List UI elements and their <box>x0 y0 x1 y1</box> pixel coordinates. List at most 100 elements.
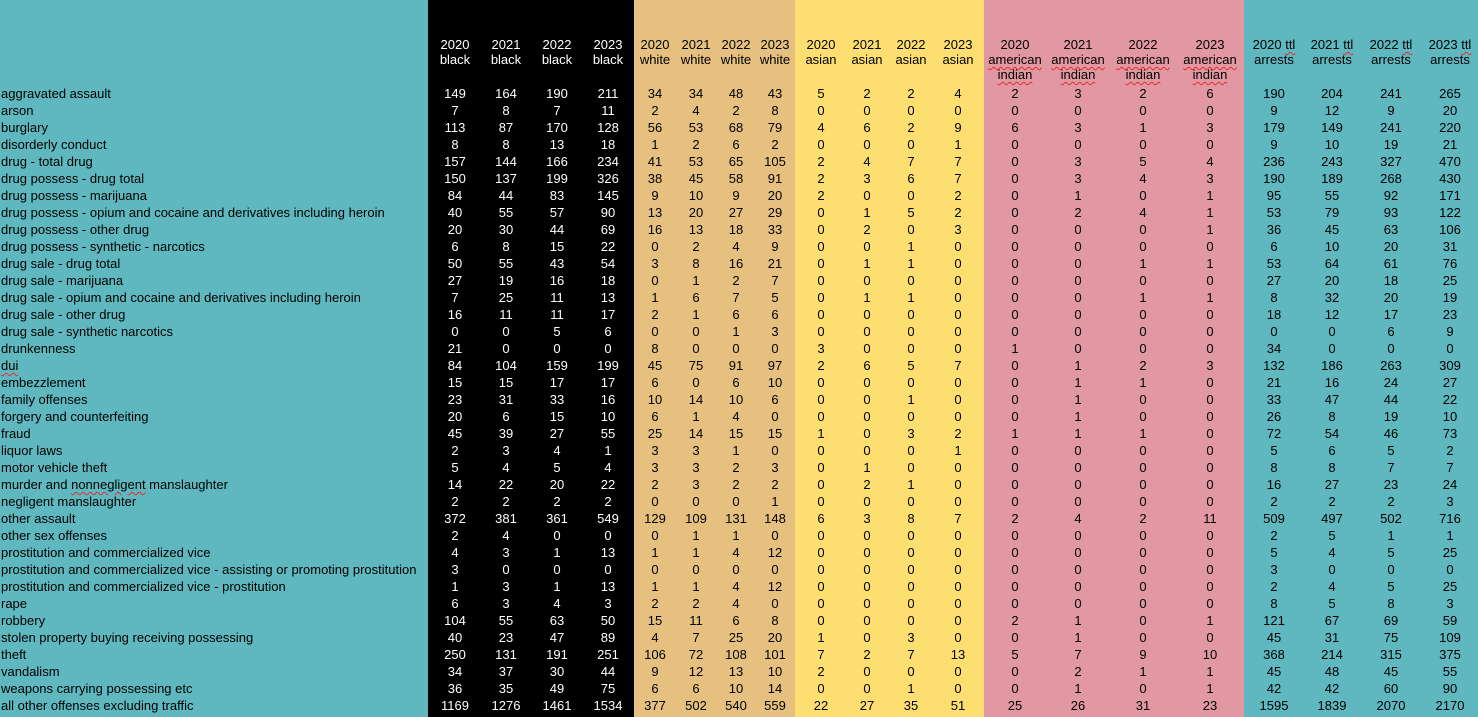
data-cell[interactable]: 0 <box>817 409 825 424</box>
data-cell[interactable]: 0 <box>1011 494 1019 509</box>
data-cell[interactable]: 0 <box>1011 528 1019 543</box>
data-cell[interactable]: 0 <box>1328 341 1336 356</box>
column-header[interactable]: 2022 white <box>696 37 776 67</box>
data-cell[interactable]: 6 <box>863 120 871 135</box>
data-cell[interactable]: 16 <box>549 273 565 288</box>
data-cell[interactable]: 309 <box>1439 358 1461 373</box>
data-cell[interactable]: 0 <box>604 528 612 543</box>
data-cell[interactable]: 21 <box>1442 137 1458 152</box>
data-cell[interactable]: 2 <box>817 171 825 186</box>
data-cell[interactable]: 53 <box>688 154 704 169</box>
data-cell[interactable]: 15 <box>728 426 744 441</box>
data-cell[interactable]: 105 <box>764 154 786 169</box>
data-cell[interactable]: 6 <box>1270 239 1278 254</box>
data-cell[interactable]: 10 <box>767 375 783 390</box>
data-cell[interactable]: 6 <box>1387 324 1395 339</box>
data-cell[interactable]: 157 <box>444 154 466 169</box>
data-cell[interactable]: 0 <box>863 494 871 509</box>
data-cell[interactable]: 10 <box>1202 647 1218 662</box>
data-cell[interactable]: 15 <box>447 375 463 390</box>
data-cell[interactable]: 0 <box>954 579 962 594</box>
data-cell[interactable]: 190 <box>1263 86 1285 101</box>
data-cell[interactable]: 17 <box>549 375 565 390</box>
data-cell[interactable]: 0 <box>1074 494 1082 509</box>
data-cell[interactable]: 0 <box>954 239 962 254</box>
offense-label[interactable]: forgery and counterfeiting <box>1 409 149 424</box>
data-cell[interactable]: 1 <box>553 579 561 594</box>
data-cell[interactable]: 2 <box>651 596 659 611</box>
data-cell[interactable]: 10 <box>767 664 783 679</box>
data-cell[interactable]: 16 <box>600 392 616 407</box>
data-cell[interactable]: 377 <box>644 698 666 713</box>
data-cell[interactable]: 0 <box>954 409 962 424</box>
data-cell[interactable]: 45 <box>647 358 663 373</box>
data-cell[interactable]: 106 <box>644 647 666 662</box>
data-cell[interactable]: 0 <box>907 324 915 339</box>
data-cell[interactable]: 0 <box>817 256 825 271</box>
data-cell[interactable]: 5 <box>553 324 561 339</box>
data-cell[interactable]: 25 <box>1007 698 1023 713</box>
data-cell[interactable]: 43 <box>767 86 783 101</box>
data-cell[interactable]: 1 <box>863 256 871 271</box>
data-cell[interactable]: 0 <box>502 341 510 356</box>
data-cell[interactable]: 1 <box>1139 426 1147 441</box>
data-cell[interactable]: 0 <box>1074 273 1082 288</box>
data-cell[interactable]: 6 <box>692 290 700 305</box>
data-cell[interactable]: 7 <box>907 647 915 662</box>
data-cell[interactable]: 559 <box>764 698 786 713</box>
data-cell[interactable]: 1 <box>1206 613 1214 628</box>
data-cell[interactable]: 1 <box>692 545 700 560</box>
offense-label[interactable]: drug sale - drug total <box>1 256 121 271</box>
data-cell[interactable]: 430 <box>1439 171 1461 186</box>
data-cell[interactable]: 470 <box>1439 154 1461 169</box>
data-cell[interactable]: 0 <box>907 528 915 543</box>
data-cell[interactable]: 0 <box>817 392 825 407</box>
data-cell[interactable]: 2 <box>1074 664 1082 679</box>
data-cell[interactable]: 7 <box>1074 647 1082 662</box>
data-cell[interactable]: 22 <box>498 477 514 492</box>
data-cell[interactable]: 236 <box>1263 154 1285 169</box>
data-cell[interactable]: 0 <box>954 256 962 271</box>
data-cell[interactable]: 0 <box>1011 375 1019 390</box>
data-cell[interactable]: 2 <box>771 477 779 492</box>
offense-label[interactable]: prostitution and commercialized vice - p… <box>1 579 286 594</box>
data-cell[interactable]: 5 <box>1387 545 1395 560</box>
data-cell[interactable]: 27 <box>859 698 875 713</box>
data-cell[interactable]: 27 <box>1324 477 1340 492</box>
data-cell[interactable]: 1 <box>1139 120 1147 135</box>
data-cell[interactable]: 1 <box>954 137 962 152</box>
data-cell[interactable]: 1 <box>553 545 561 560</box>
data-cell[interactable]: 1 <box>1206 290 1214 305</box>
data-cell[interactable]: 33 <box>1266 392 1282 407</box>
data-cell[interactable]: 2 <box>863 86 871 101</box>
data-cell[interactable]: 6 <box>817 511 825 526</box>
data-cell[interactable]: 5 <box>1270 545 1278 560</box>
data-cell[interactable]: 2 <box>1270 494 1278 509</box>
data-cell[interactable]: 190 <box>1263 171 1285 186</box>
data-cell[interactable]: 1 <box>1074 375 1082 390</box>
data-cell[interactable]: 1 <box>907 239 915 254</box>
data-cell[interactable]: 0 <box>1011 290 1019 305</box>
data-cell[interactable]: 10 <box>1442 409 1458 424</box>
offense-label[interactable]: disorderly conduct <box>1 137 107 152</box>
data-cell[interactable]: 25 <box>647 426 663 441</box>
data-cell[interactable]: 251 <box>597 647 619 662</box>
data-cell[interactable]: 8 <box>502 137 510 152</box>
data-cell[interactable]: 0 <box>1206 477 1214 492</box>
data-cell[interactable]: 0 <box>817 307 825 322</box>
data-cell[interactable]: 0 <box>863 613 871 628</box>
data-cell[interactable]: 0 <box>863 103 871 118</box>
data-cell[interactable]: 0 <box>817 324 825 339</box>
data-cell[interactable]: 1 <box>1074 409 1082 424</box>
data-cell[interactable]: 5 <box>1328 596 1336 611</box>
data-cell[interactable]: 11 <box>689 613 703 628</box>
data-cell[interactable]: 0 <box>1074 324 1082 339</box>
data-cell[interactable]: 46 <box>1383 426 1399 441</box>
data-cell[interactable]: 2 <box>1011 613 1019 628</box>
data-cell[interactable]: 73 <box>1442 426 1458 441</box>
data-cell[interactable]: 3 <box>1206 358 1214 373</box>
data-cell[interactable]: 3 <box>692 460 700 475</box>
data-cell[interactable]: 22 <box>813 698 829 713</box>
data-cell[interactable]: 79 <box>767 120 783 135</box>
data-cell[interactable]: 199 <box>597 358 619 373</box>
